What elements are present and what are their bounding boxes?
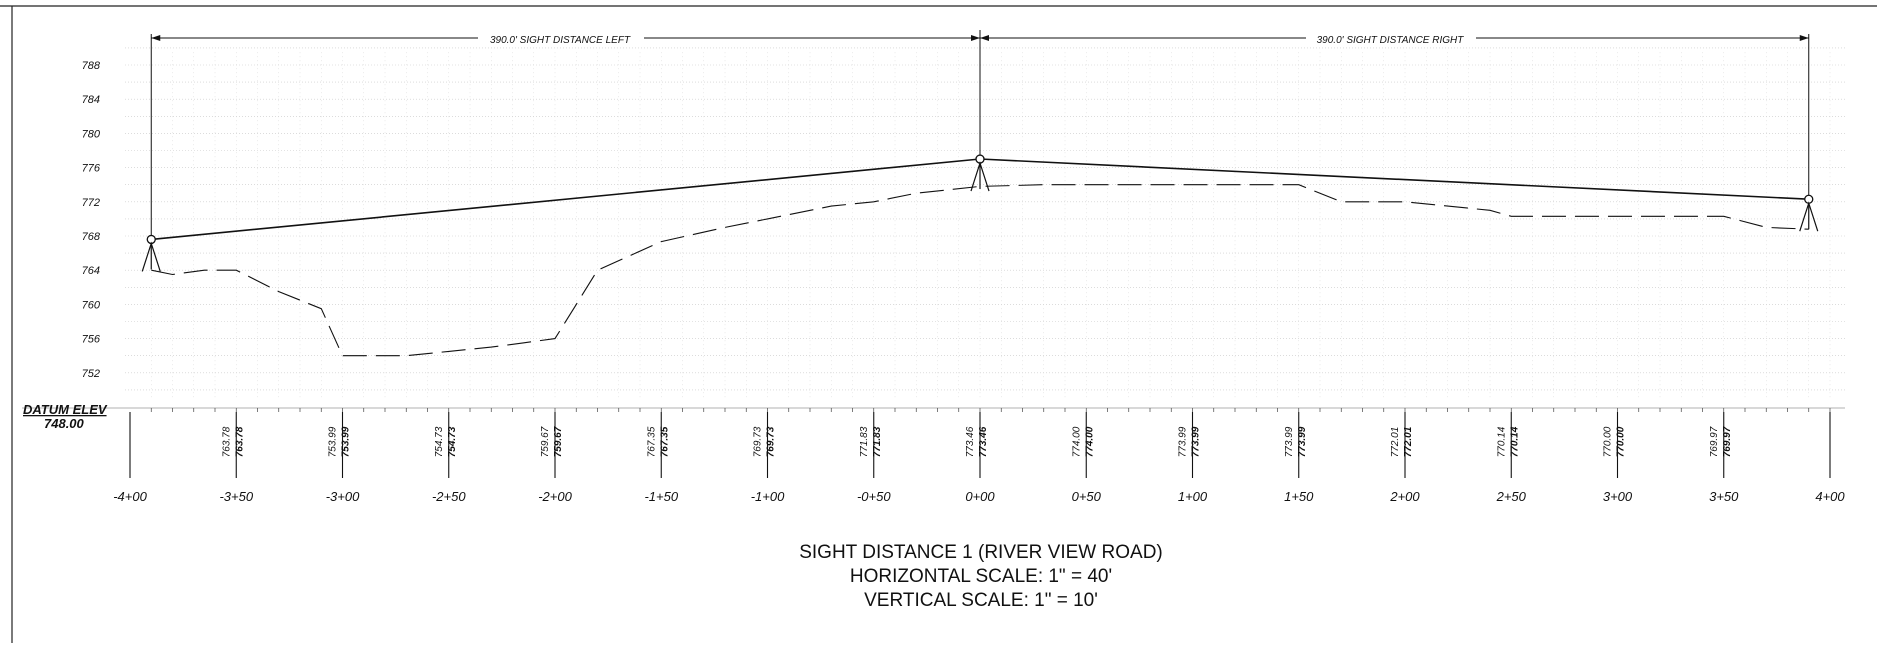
proposed-elevation-label: 770.14 bbox=[1509, 426, 1520, 457]
dimension-arrowhead bbox=[971, 35, 980, 41]
existing-elevation-label: 773.99 bbox=[1284, 426, 1295, 457]
station-label: -1+50 bbox=[644, 489, 678, 504]
vertical-scale-note: VERTICAL SCALE: 1" = 10' bbox=[864, 590, 1098, 611]
elevation-tick-label: 764 bbox=[82, 265, 100, 277]
elevation-tick-label: 784 bbox=[82, 94, 100, 106]
drawing-title: SIGHT DISTANCE 1 (RIVER VIEW ROAD) bbox=[799, 542, 1163, 563]
proposed-elevation-label: 773.99 bbox=[1191, 426, 1202, 457]
existing-elevation-label: 773.46 bbox=[965, 426, 976, 457]
elevation-tick-label: 760 bbox=[82, 299, 101, 311]
existing-elevation-label: 767.35 bbox=[646, 426, 657, 457]
elevation-tick-label: 756 bbox=[82, 334, 101, 346]
elevation-tick-label: 772 bbox=[82, 197, 100, 209]
elevation-grid bbox=[22, 47, 1845, 409]
datum-label: DATUM ELEV bbox=[23, 402, 108, 417]
station-label: -1+00 bbox=[751, 489, 785, 504]
profile-lines bbox=[141, 154, 1819, 357]
existing-elevation-label: 771.83 bbox=[859, 426, 870, 457]
proposed-elevation-label: 769.73 bbox=[766, 426, 777, 457]
elevation-tick-label: 768 bbox=[82, 231, 101, 243]
station-label: -4+00 bbox=[113, 489, 147, 504]
proposed-elevation-label: 769.97 bbox=[1722, 426, 1733, 457]
existing-elevation-label: 769.97 bbox=[1709, 426, 1720, 457]
station-label: -2+50 bbox=[432, 489, 466, 504]
elevation-tick-label: 780 bbox=[82, 128, 101, 140]
proposed-elevation-label: 767.35 bbox=[659, 426, 670, 457]
station-label: -3+00 bbox=[326, 489, 360, 504]
proposed-elevation-label: 759.67 bbox=[553, 426, 564, 457]
proposed-elevation-label: 770.00 bbox=[1616, 426, 1627, 457]
station-label: -2+00 bbox=[538, 489, 572, 504]
elevation-tick-label: 788 bbox=[82, 60, 101, 72]
existing-ground-line bbox=[151, 184, 1809, 357]
dimension-arrowhead bbox=[151, 35, 161, 41]
proposed-elevation-label: 753.99 bbox=[341, 426, 352, 457]
station-label: -0+50 bbox=[857, 489, 891, 504]
proposed-elevation-label: 771.83 bbox=[872, 426, 883, 457]
elevation-tick-label: 752 bbox=[82, 368, 100, 380]
datum-value: 748.00 bbox=[44, 416, 85, 431]
station-label: -3+50 bbox=[219, 489, 253, 504]
proposed-elevation-label: 772.01 bbox=[1403, 426, 1414, 457]
station-label: 4+00 bbox=[1815, 489, 1845, 504]
existing-elevation-label: 770.00 bbox=[1603, 426, 1614, 457]
station-label: 3+00 bbox=[1603, 489, 1633, 504]
existing-elevation-label: 753.99 bbox=[328, 426, 339, 457]
proposed-elevation-label: 774.00 bbox=[1084, 426, 1095, 457]
existing-elevation-label: 759.67 bbox=[540, 426, 551, 457]
elevation-tick-label: 776 bbox=[82, 163, 101, 175]
proposed-elevation-label: 754.73 bbox=[447, 426, 458, 457]
station-label: 2+50 bbox=[1496, 489, 1527, 504]
station-label: 1+50 bbox=[1284, 489, 1314, 504]
proposed-elevation-label: 763.78 bbox=[234, 426, 245, 457]
proposed-elevation-label: 773.46 bbox=[978, 426, 989, 457]
existing-elevation-label: 770.14 bbox=[1496, 426, 1507, 457]
station-label: 1+00 bbox=[1178, 489, 1208, 504]
station-band: -4+00 -3+50 -3+00 -2+50 -2+00 -1+50 -1+00 -0+50… bbox=[113, 408, 1845, 504]
station-label: 0+00 bbox=[965, 489, 995, 504]
existing-elevation-label: 773.99 bbox=[1178, 426, 1189, 457]
existing-elevation-label: 772.01 bbox=[1390, 427, 1401, 458]
existing-elevation-label: 754.73 bbox=[434, 426, 445, 457]
existing-elevation-label: 763.78 bbox=[221, 426, 232, 457]
station-label: 3+50 bbox=[1709, 489, 1739, 504]
existing-elevation-label: 774.00 bbox=[1071, 426, 1082, 457]
existing-elevation-label: 769.73 bbox=[753, 426, 764, 457]
station-label: 2+00 bbox=[1389, 489, 1420, 504]
horizontal-scale-note: HORIZONTAL SCALE: 1" = 40' bbox=[850, 566, 1112, 587]
dimension-arrowhead bbox=[980, 35, 989, 41]
dimension-arrowhead bbox=[1799, 35, 1809, 41]
station-label: 0+50 bbox=[1072, 489, 1102, 504]
proposed-elevation-label: 773.99 bbox=[1297, 426, 1308, 457]
sight-distance-dimensions bbox=[150, 30, 1810, 236]
elevation-axis: 752 756 760 764 768 772 776 780 784 788 bbox=[82, 60, 101, 380]
sight-distance-left-label: 390.0' SIGHT DISTANCE LEFT bbox=[490, 35, 631, 46]
sight-distance-right-label: 390.0' SIGHT DISTANCE RIGHT bbox=[1317, 35, 1465, 46]
